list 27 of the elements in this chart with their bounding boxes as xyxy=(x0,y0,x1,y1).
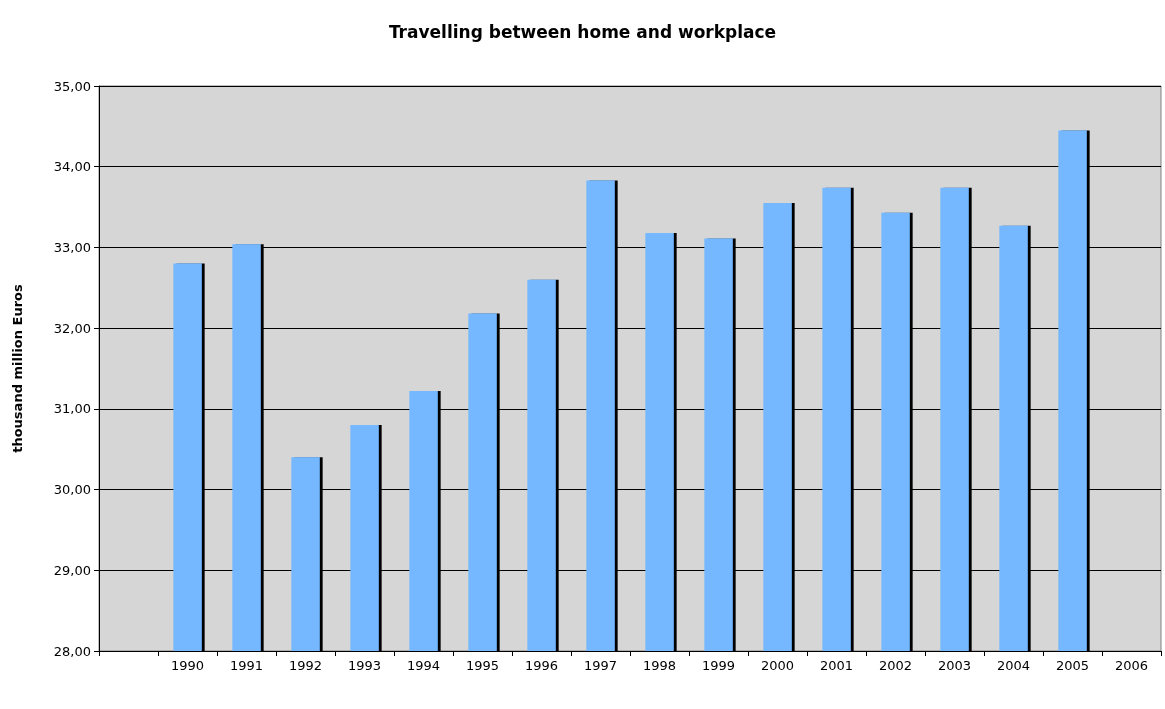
x-tick-label: 1993 xyxy=(347,658,382,673)
x-tick-label: 1998 xyxy=(642,658,677,673)
y-tick-label: 30,00 xyxy=(53,482,91,498)
y-axis-title: thousand million Euros xyxy=(10,283,25,453)
x-tick-label: 2005 xyxy=(1055,658,1090,673)
y-tick-label: 29,00 xyxy=(53,562,91,578)
x-tick-label: 2006 xyxy=(1114,658,1149,673)
x-tick-label: 2000 xyxy=(760,658,795,673)
x-tick-label: 1997 xyxy=(583,658,618,673)
x-tick-label: 1992 xyxy=(288,658,323,673)
x-tick-label: 1999 xyxy=(701,658,736,673)
x-tick-label: 1990 xyxy=(170,658,205,673)
y-tick-label: 32,00 xyxy=(53,320,91,336)
y-tick-label: 34,00 xyxy=(53,159,91,175)
x-tick-label: 1991 xyxy=(229,658,264,673)
x-tick-label: 2002 xyxy=(878,658,913,673)
x-tick-label: 1994 xyxy=(406,658,441,673)
y-tick-label: 28,00 xyxy=(53,643,91,659)
x-tick-label: 2004 xyxy=(996,658,1031,673)
y-tick-label: 33,00 xyxy=(53,239,91,255)
x-tick-label: 1996 xyxy=(524,658,559,673)
x-tick-label: 2001 xyxy=(819,658,854,673)
y-tick-label: 31,00 xyxy=(53,401,91,417)
y-tick-label: 35,00 xyxy=(53,78,91,94)
chart-title: Travelling between home and workplace xyxy=(388,21,777,42)
x-tick-label: 1995 xyxy=(465,658,500,673)
x-tick-label: 2003 xyxy=(937,658,972,673)
